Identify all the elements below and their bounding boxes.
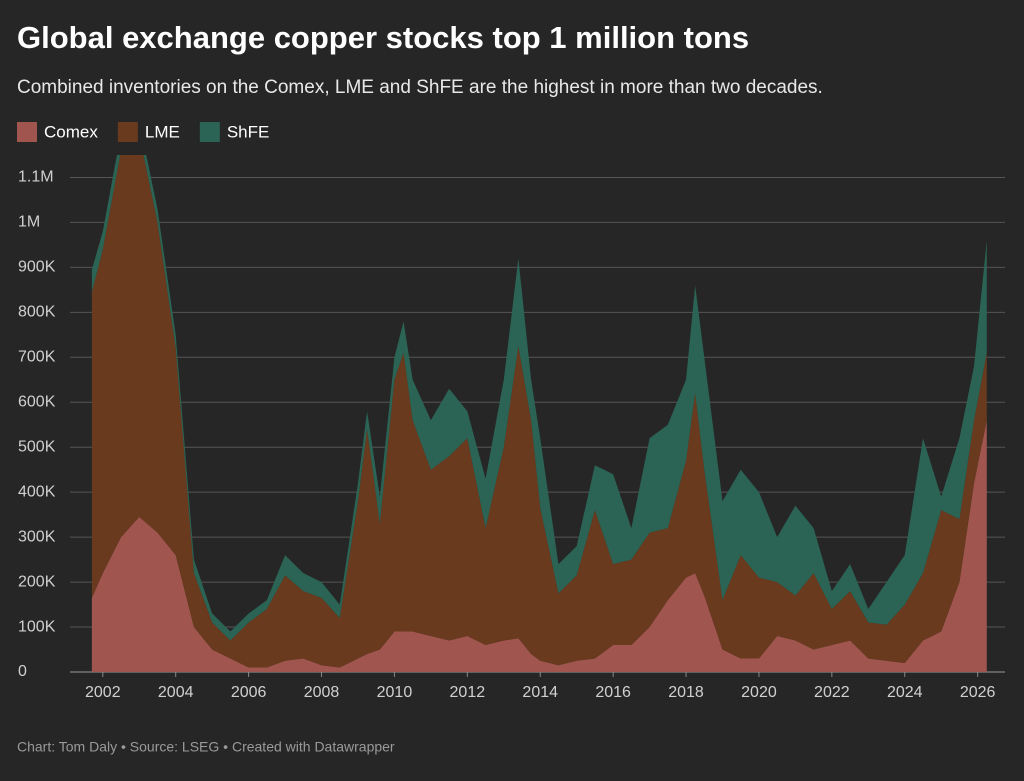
y-tick-label: 1.1M	[18, 169, 54, 186]
x-tick-label: 2018	[668, 684, 704, 701]
y-tick-label: 700K	[18, 349, 56, 366]
label-layer: 0 100K 200K 300K 400K 500K 600K 700K 800K 900K 1M 1…	[17, 122, 996, 701]
x-tick-label: 2010	[377, 684, 413, 701]
y-tick-label: 900K	[18, 259, 56, 276]
y-tick-label: 1M	[18, 214, 40, 231]
area-shfe	[91, 155, 987, 641]
y-tick-label: 600K	[18, 393, 56, 410]
x-tick-label: 2024	[887, 684, 923, 701]
legend-swatch	[117, 122, 138, 142]
x-tick-label: 2016	[595, 684, 631, 701]
area-lme	[91, 155, 987, 668]
x-tick-label: 2020	[741, 684, 777, 701]
chart-title: Global exchange copper stocks top 1 mill…	[17, 20, 749, 55]
y-tick-label: 500K	[18, 438, 56, 455]
x-tick-label: 2002	[85, 684, 121, 701]
legend-label: ShFE	[227, 122, 270, 141]
x-tick-label: 2026	[960, 684, 996, 701]
y-tick-label: 0	[18, 663, 27, 680]
x-tick-label: 2008	[304, 684, 340, 701]
x-tick-label: 2004	[158, 684, 194, 701]
chart-subtitle: Combined inventories on the Comex, LME a…	[17, 77, 823, 98]
source-note: Chart: Tom Daly • Source: LSEG • Created…	[17, 739, 395, 755]
y-tick-label: 400K	[18, 483, 56, 500]
area-layer	[91, 155, 987, 672]
legend-label: LME	[145, 122, 180, 141]
y-tick-label: 100K	[18, 618, 56, 635]
area-comex	[91, 420, 987, 672]
x-tick-label: 2014	[522, 684, 558, 701]
y-tick-label: 800K	[18, 304, 56, 321]
legend-label: Comex	[44, 122, 98, 141]
legend-swatch	[17, 122, 37, 142]
legend-swatch	[199, 122, 220, 142]
x-tick-label: 2022	[814, 684, 850, 701]
x-tick-label: 2006	[231, 684, 267, 701]
x-tick-label: 2012	[450, 684, 486, 701]
y-tick-label: 300K	[18, 528, 56, 545]
y-tick-label: 200K	[18, 573, 56, 590]
